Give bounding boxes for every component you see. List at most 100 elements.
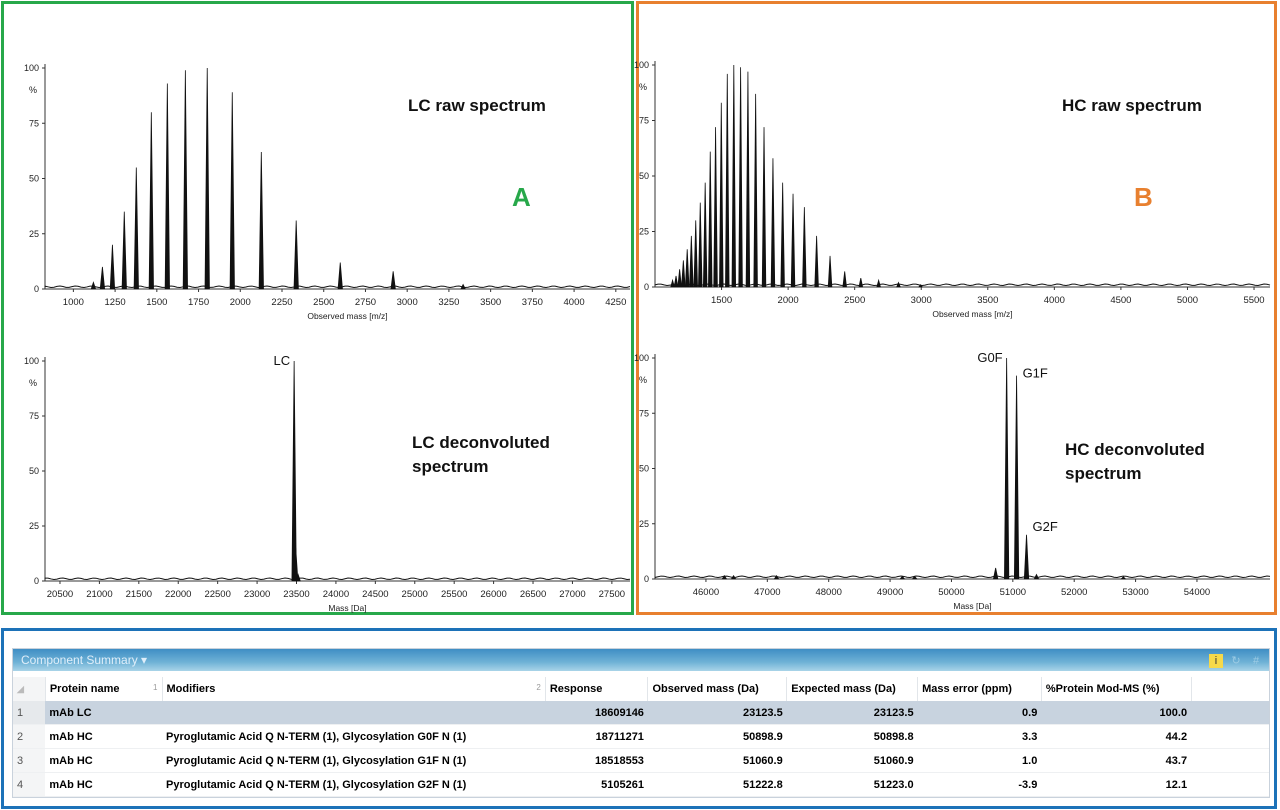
y-tick-label: 25	[639, 227, 649, 237]
info-icon[interactable]: i	[1209, 654, 1223, 668]
peak-label: G2F	[1033, 519, 1058, 534]
x-tick-label: 4250	[605, 297, 626, 308]
spectrum-peak	[1013, 375, 1020, 580]
column-header[interactable]: Expected mass (Da)	[786, 677, 919, 701]
spectrum-peak	[673, 275, 679, 288]
column-header-label: Modifiers	[166, 683, 216, 695]
grid-icon[interactable]: #	[1252, 655, 1260, 667]
peak-label: G1F	[1023, 366, 1048, 381]
sort-indicator[interactable]: 1	[153, 683, 158, 692]
refresh-icon[interactable]: ↻	[1231, 655, 1241, 667]
x-tick-label: 47000	[754, 587, 780, 598]
y-tick-label: 25	[29, 521, 39, 531]
column-header[interactable]: Mass error (ppm)	[917, 677, 1042, 701]
table-row[interactable]: 4 mAb HC Pyroglutamic Acid Q N-TERM (1), G…	[13, 772, 1269, 797]
column-header[interactable]: Modifiers 2	[162, 677, 546, 701]
expected-mass-cell: 51060.9	[786, 748, 918, 773]
protein-mod-ms-cell: 12.1	[1041, 772, 1192, 797]
x-axis-label: Observed mass [m/z]	[307, 311, 387, 321]
spectrum-peak	[899, 575, 906, 580]
empty-cell	[1191, 701, 1269, 725]
y-tick-label: 100	[634, 60, 649, 70]
x-axis-label: Mass [Da]	[328, 603, 366, 613]
column-header-label: Expected mass (Da)	[791, 683, 896, 695]
empty-cell	[1191, 748, 1269, 773]
column-header[interactable]: Response	[545, 677, 649, 701]
table-row[interactable]: 2 mAb HC Pyroglutamic Acid Q N-TERM (1), G…	[13, 724, 1269, 749]
component-summary-dropdown[interactable]: Component Summary ▾	[21, 653, 148, 667]
spectrum-peak	[121, 211, 127, 290]
x-axis-label: Mass [Da]	[953, 601, 991, 611]
spectrum-peak	[814, 235, 819, 288]
panel-b	[636, 1, 1277, 615]
column-header-label: Response	[549, 683, 603, 695]
x-tick-label: 26000	[480, 589, 506, 600]
spectrum-peak	[713, 127, 718, 288]
component-summary-header: Component Summary ▾ i ↻ #	[13, 649, 1269, 671]
spectrum-peak	[90, 281, 97, 290]
y-tick-label: 50	[639, 171, 649, 181]
spectrum-peak	[731, 64, 737, 288]
x-tick-label: 5500	[1243, 295, 1264, 306]
spectrum-peak	[842, 271, 847, 288]
panel-letter-a: A	[512, 182, 531, 212]
spectrum-peak	[1033, 573, 1040, 580]
empty-cell	[1191, 724, 1269, 749]
response-cell: 18609146	[545, 701, 648, 725]
y-tick-label: 100	[24, 356, 39, 366]
spectrum-peak	[148, 112, 154, 290]
spectrum-peak	[725, 73, 730, 288]
x-tick-label: 3500	[977, 295, 998, 306]
spectrum-peak	[753, 93, 758, 288]
peak-label: G0F	[977, 350, 1002, 365]
y-tick-label: 100	[24, 63, 39, 73]
spectrum-peak	[1023, 534, 1030, 580]
spectrum-peak	[780, 182, 785, 288]
observed-mass-cell: 50898.9	[647, 724, 787, 749]
spectrum-peak	[337, 262, 343, 290]
protein-mod-ms-cell: 100.0	[1041, 701, 1192, 725]
y-axis-label: %	[29, 85, 37, 95]
spectrum-peak	[460, 283, 466, 290]
spectrum-peak	[896, 281, 901, 288]
x-tick-label: 1500	[711, 295, 732, 306]
expected-mass-cell: 51223.0	[786, 772, 918, 797]
row-number: 1	[13, 701, 46, 725]
table-row[interactable]: 1 mAb LC 18609146 23123.5 23123.5 0.9 100.0	[13, 701, 1269, 725]
spectrum-peak	[684, 249, 690, 288]
spectrum-peak	[790, 193, 796, 288]
observed-mass-cell: 23123.5	[647, 701, 787, 725]
select-all-corner[interactable]: ◢	[13, 677, 46, 701]
sort-indicator[interactable]: 2	[536, 683, 541, 692]
spectrum-peak	[770, 158, 776, 288]
spectrum-peak	[133, 167, 139, 290]
component-summary-table: Component Summary ▾ i ↻ # ◢ Protein name 1 Mo…	[12, 648, 1270, 798]
y-tick-label: 50	[29, 174, 39, 184]
mass-error-cell: 0.9	[917, 701, 1042, 725]
protein-name-cell: mAb HC	[45, 724, 162, 749]
hc-deconv-title: HC deconvoluted spectrum	[1065, 440, 1205, 483]
x-tick-label: 2750	[355, 297, 376, 308]
protein-name-cell: mAb LC	[45, 701, 162, 725]
y-tick-label: 75	[639, 408, 649, 418]
x-tick-label: 27000	[559, 589, 585, 600]
spectrum-peak	[698, 202, 703, 288]
spectrum-peak	[295, 573, 301, 582]
column-header-label: %Protein Mod-MS (%)	[1045, 683, 1160, 695]
column-header[interactable]: Protein name 1	[45, 677, 163, 701]
baseline-trace	[44, 285, 631, 289]
x-tick-label: 5000	[1177, 295, 1198, 306]
spectrum-peak	[164, 83, 170, 290]
spectrum-peak	[689, 235, 694, 288]
baseline-trace	[654, 575, 1271, 579]
expected-mass-cell: 50898.8	[786, 724, 918, 749]
x-tick-label: 53000	[1122, 587, 1148, 598]
panel-letter-b: B	[1134, 182, 1153, 212]
table-row[interactable]: 3 mAb HC Pyroglutamic Acid Q N-TERM (1), G…	[13, 748, 1269, 773]
column-header[interactable]: Observed mass (Da)	[647, 677, 788, 701]
column-header[interactable]: %Protein Mod-MS (%)	[1041, 677, 1192, 701]
y-tick-label: 75	[29, 411, 39, 421]
x-tick-label: 46000	[693, 587, 719, 598]
spectrum-peak	[745, 71, 751, 288]
baseline-trace	[44, 577, 631, 581]
